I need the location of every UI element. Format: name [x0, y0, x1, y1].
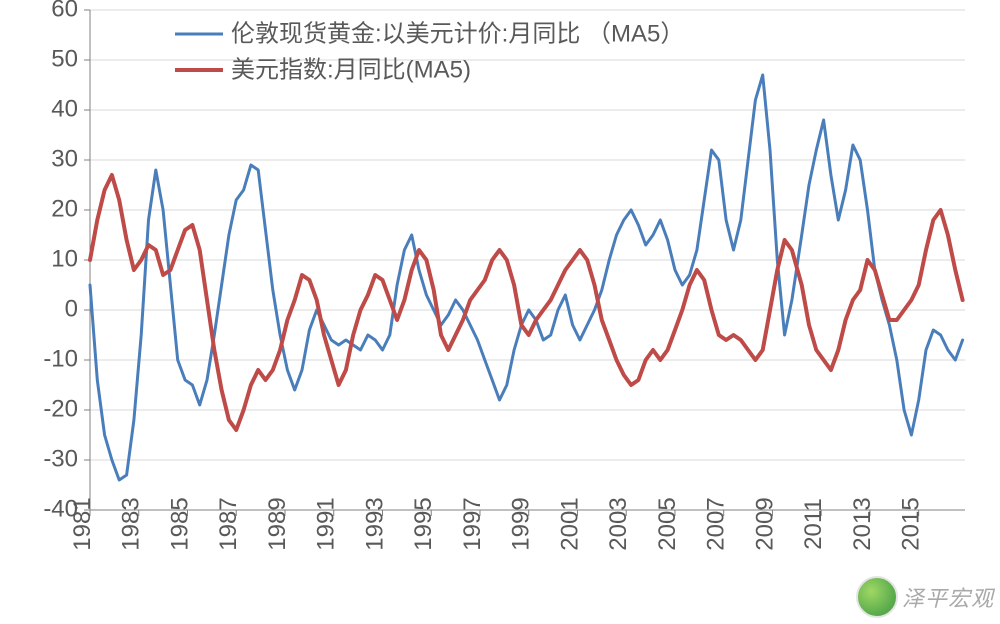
watermark-text: 泽平宏观 — [902, 581, 994, 613]
chart-container: -40-30-20-100102030405060198119831985198… — [0, 0, 1000, 624]
y-tick-label: 0 — [65, 295, 78, 322]
x-tick-label: 2003 — [605, 497, 632, 550]
x-tick-label: 1983 — [118, 497, 145, 550]
x-tick-label: 1987 — [215, 497, 242, 550]
x-tick-label: 1993 — [361, 497, 388, 550]
x-tick-label: 2009 — [751, 497, 778, 550]
x-tick-label: 1997 — [459, 497, 486, 550]
x-tick-label: 2013 — [849, 497, 876, 550]
y-tick-label: -10 — [43, 345, 78, 372]
x-tick-label: 1995 — [410, 497, 437, 550]
x-tick-label: 1985 — [166, 497, 193, 550]
x-tick-label: 2005 — [654, 497, 681, 550]
x-tick-label: 1989 — [264, 497, 291, 550]
legend-item-label: 美元指数:月同比(MA5) — [231, 56, 471, 83]
x-tick-label: 1999 — [508, 497, 535, 550]
watermark: 泽平宏观 — [856, 576, 994, 618]
y-tick-label: -20 — [43, 395, 78, 422]
y-tick-label: 30 — [51, 145, 78, 172]
y-tick-label: 20 — [51, 195, 78, 222]
y-tick-label: 50 — [51, 45, 78, 72]
wechat-logo-icon — [856, 576, 898, 618]
x-tick-label: 2007 — [703, 497, 730, 550]
y-tick-label: 10 — [51, 245, 78, 272]
x-tick-label: 1981 — [69, 497, 96, 550]
x-tick-label: 2011 — [800, 498, 827, 550]
x-tick-label: 2015 — [898, 497, 925, 550]
x-tick-label: 1991 — [313, 497, 340, 550]
x-tick-label: 2001 — [556, 497, 583, 550]
legend-item-label: 伦敦现货黄金:以美元计价:月同比 （MA5） — [231, 20, 684, 47]
y-tick-label: 40 — [51, 95, 78, 122]
y-tick-label: -30 — [43, 445, 78, 472]
line-chart: -40-30-20-100102030405060198119831985198… — [0, 0, 1000, 624]
y-tick-label: 60 — [51, 0, 78, 22]
